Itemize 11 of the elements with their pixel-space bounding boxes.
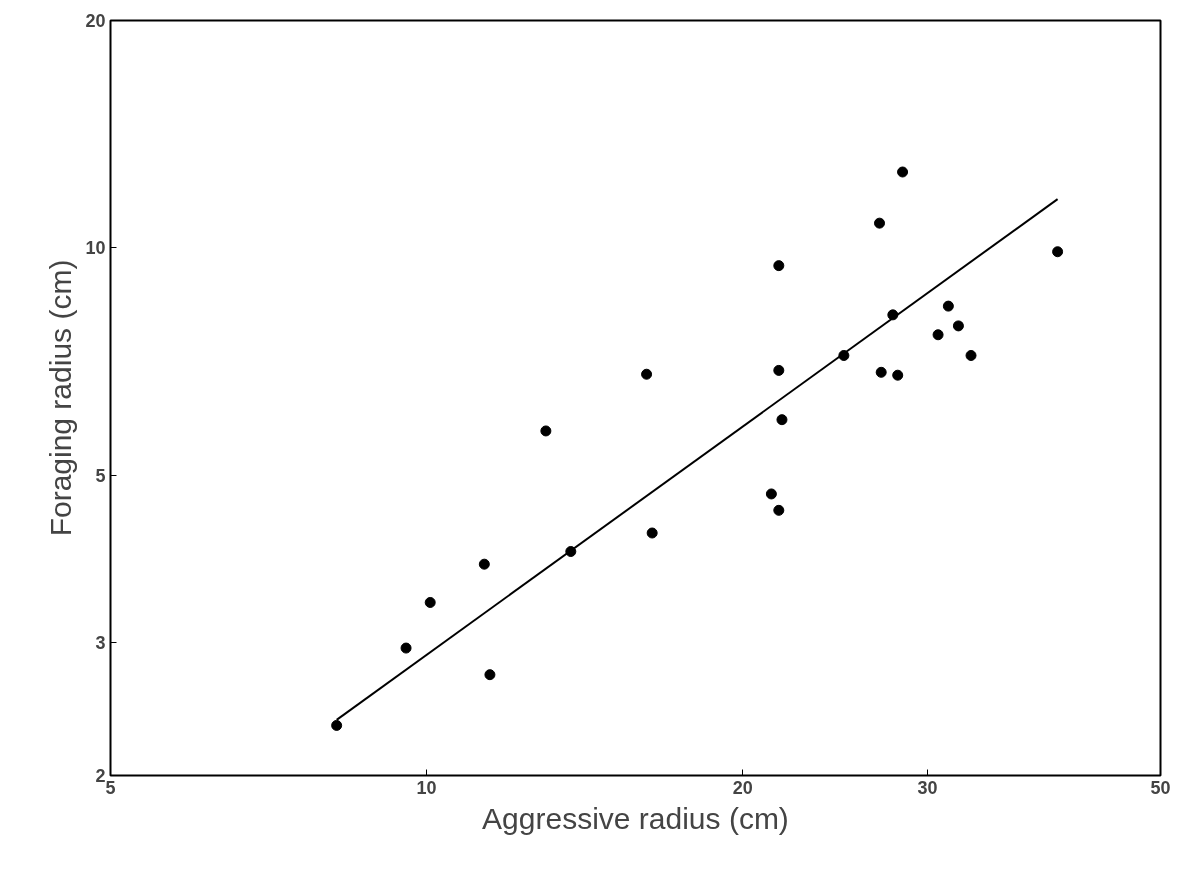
x-tick-label: 30 xyxy=(917,777,938,798)
y-tick-label: 20 xyxy=(85,11,106,31)
x-tick-label: 50 xyxy=(1150,777,1171,798)
x-axis-title: Aggressive radius (cm) xyxy=(482,801,789,835)
y-tick-label: 10 xyxy=(85,238,106,259)
y-axis-title: Foraging radius (cm) xyxy=(44,259,78,537)
x-tick-label: 20 xyxy=(732,777,753,798)
y-tick-label: 2 xyxy=(95,766,106,786)
y-tick-label: 5 xyxy=(95,465,106,486)
x-tick-label: 10 xyxy=(416,777,437,798)
y-tick-label: 3 xyxy=(95,633,106,654)
